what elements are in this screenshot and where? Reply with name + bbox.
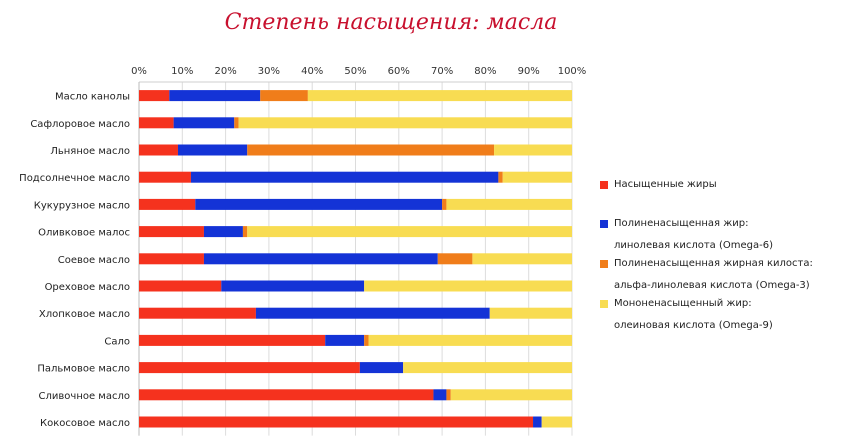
bar-segment-poly6 (169, 90, 261, 102)
bar-segment-sat (139, 280, 222, 292)
x-tick-label: 60% (388, 66, 410, 77)
category-label: Пальмовое масло (37, 364, 130, 375)
bar-segment-sat (139, 144, 178, 156)
bar-segment-sat (139, 307, 256, 319)
category-label: Сафлоровое масло (30, 119, 130, 130)
bar-segment-sat (139, 226, 204, 238)
bar-segment-mono9 (238, 117, 572, 129)
bar-segment-mono9 (364, 280, 572, 292)
bar-segment-poly3 (260, 90, 308, 102)
category-label: Кокосовое масло (40, 418, 130, 429)
legend-label-line2: альфа-линолевая кислота (Omega-3) (614, 280, 810, 291)
bar-segment-poly3 (498, 171, 503, 183)
x-tick-label: 30% (258, 66, 280, 77)
bar-segment-poly6 (325, 334, 365, 346)
bar-segment-mono9 (450, 389, 572, 401)
bar-segment-poly6 (173, 117, 235, 129)
bar-segment-mono9 (541, 416, 572, 428)
bar-segment-poly3 (242, 226, 248, 238)
x-tick-label: 0% (131, 66, 147, 77)
bar-segment-sat (139, 416, 534, 428)
legend-swatch (600, 300, 608, 308)
bar-segment-poly3 (364, 334, 369, 346)
bar-segment-poly6 (533, 416, 542, 428)
bar-segment-poly6 (203, 226, 243, 238)
bar-segment-sat (139, 198, 196, 210)
legend-label-line2: олеиновая кислота (Omega-9) (614, 320, 773, 331)
bar-segment-mono9 (247, 226, 572, 238)
bar-segment-mono9 (494, 144, 572, 156)
x-tick-label: 100% (558, 66, 587, 77)
bar-segment-sat (139, 90, 170, 102)
bar-segment-poly6 (221, 280, 365, 292)
x-tick-label: 90% (518, 66, 540, 77)
legend-label-line2: линолевая кислота (Omega-6) (614, 240, 773, 251)
category-label: Сало (104, 336, 130, 347)
category-label: Кукурузное масло (34, 200, 130, 211)
bar-segment-poly6 (203, 253, 438, 265)
category-label: Масло канолы (55, 92, 130, 103)
bar-segment-mono9 (307, 90, 572, 102)
category-label: Хлопковое масло (39, 309, 130, 320)
legend-label-line1: Полиненасыщенная жирная килоста: (614, 258, 813, 269)
bar-segment-poly3 (442, 198, 447, 210)
bar-segment-mono9 (368, 334, 572, 346)
bar-segment-poly3 (437, 253, 473, 265)
legend-swatch (600, 220, 608, 228)
bar-segment-poly6 (359, 362, 404, 374)
category-label: Подсолнечное масло (19, 173, 130, 184)
legend-label-line1: Насыщенные жиры (614, 179, 717, 190)
bar-segment-sat (139, 171, 191, 183)
stacked-bar-chart: 0% 10% 20% 30% 40% 50% 60% 70% 80% 90% 100% Масло к… (19, 66, 587, 436)
x-tick-label: 10% (171, 66, 193, 77)
category-label: Соевое масло (58, 255, 130, 266)
bar-segment-mono9 (446, 198, 572, 210)
bar-segment-sat (139, 334, 326, 346)
bar-segment-poly6 (177, 144, 248, 156)
bar-segment-poly3 (247, 144, 495, 156)
x-tick-label: 20% (214, 66, 236, 77)
bar-segment-mono9 (489, 307, 572, 319)
x-tick-label: 80% (474, 66, 496, 77)
legend-label-line1: Мононенасыщенный жир: (614, 298, 752, 309)
bar-segment-poly6 (190, 171, 499, 183)
bar-segment-poly6 (195, 198, 443, 210)
chart-title: Степень насыщения: масла (224, 10, 558, 35)
bar-segment-poly3 (234, 117, 239, 129)
legend-swatch (600, 260, 608, 268)
bar-segment-sat (139, 362, 360, 374)
x-tick-label: 50% (344, 66, 366, 77)
bar-segment-mono9 (502, 171, 572, 183)
category-label: Сливочное масло (39, 391, 130, 402)
legend-label-line1: Полиненасыщенная жир: (614, 218, 749, 229)
category-label: Оливковое малос (38, 228, 130, 239)
bar-segment-sat (139, 117, 174, 129)
bar-segment-sat (139, 253, 204, 265)
category-label: Льняное масло (50, 146, 130, 157)
bar-segment-poly3 (446, 389, 451, 401)
x-tick-label: 70% (431, 66, 453, 77)
x-tick-label: 40% (301, 66, 323, 77)
bar-segment-poly6 (433, 389, 447, 401)
bar-segment-mono9 (403, 362, 572, 374)
category-label: Ореховое масло (45, 282, 130, 293)
legend-swatch (600, 181, 608, 189)
bar-segment-mono9 (472, 253, 572, 265)
bar-segment-poly6 (255, 307, 490, 319)
bar-segment-sat (139, 389, 434, 401)
